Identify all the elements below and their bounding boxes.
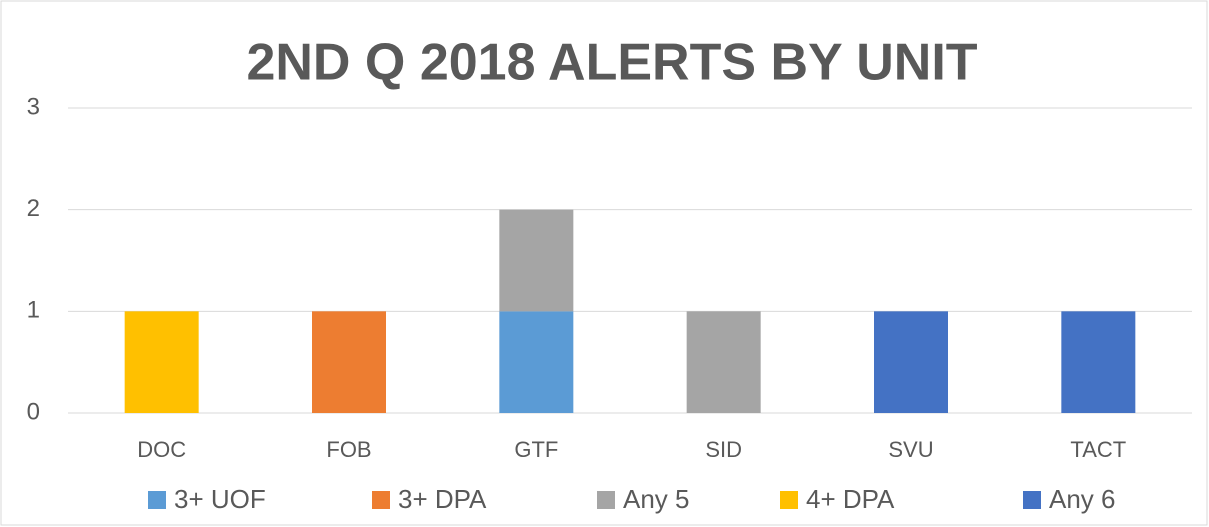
legend-label: 3+ UOF xyxy=(174,484,266,514)
legend-swatch xyxy=(372,491,390,509)
legend-label: 4+ DPA xyxy=(806,484,895,514)
y-tick-label: 1 xyxy=(27,297,40,324)
legend-label: Any 5 xyxy=(623,484,690,514)
legend-label: 3+ DPA xyxy=(398,484,487,514)
legend-swatch xyxy=(148,491,166,509)
x-tick-label: SVU xyxy=(888,437,933,462)
x-tick-label: SID xyxy=(705,437,742,462)
bar xyxy=(124,311,199,413)
bar xyxy=(686,311,761,413)
x-tick-label: DOC xyxy=(137,437,186,462)
bar xyxy=(1061,311,1136,413)
x-tick-label: TACT xyxy=(1070,437,1126,462)
y-tick-label: 2 xyxy=(27,195,40,222)
x-tick-label: FOB xyxy=(326,437,371,462)
chart-title: 2ND Q 2018 ALERTS BY UNIT xyxy=(246,34,977,92)
y-tick-label: 0 xyxy=(27,398,40,425)
legend-label: Any 6 xyxy=(1049,484,1116,514)
legend-swatch xyxy=(780,491,798,509)
bar xyxy=(312,311,386,413)
legend-swatch xyxy=(597,491,615,509)
y-tick-label: 3 xyxy=(27,93,40,120)
legend-swatch xyxy=(1023,491,1041,509)
bar xyxy=(499,209,574,312)
bar xyxy=(874,311,948,413)
bar xyxy=(499,311,574,413)
x-tick-label: GTF xyxy=(514,437,558,462)
